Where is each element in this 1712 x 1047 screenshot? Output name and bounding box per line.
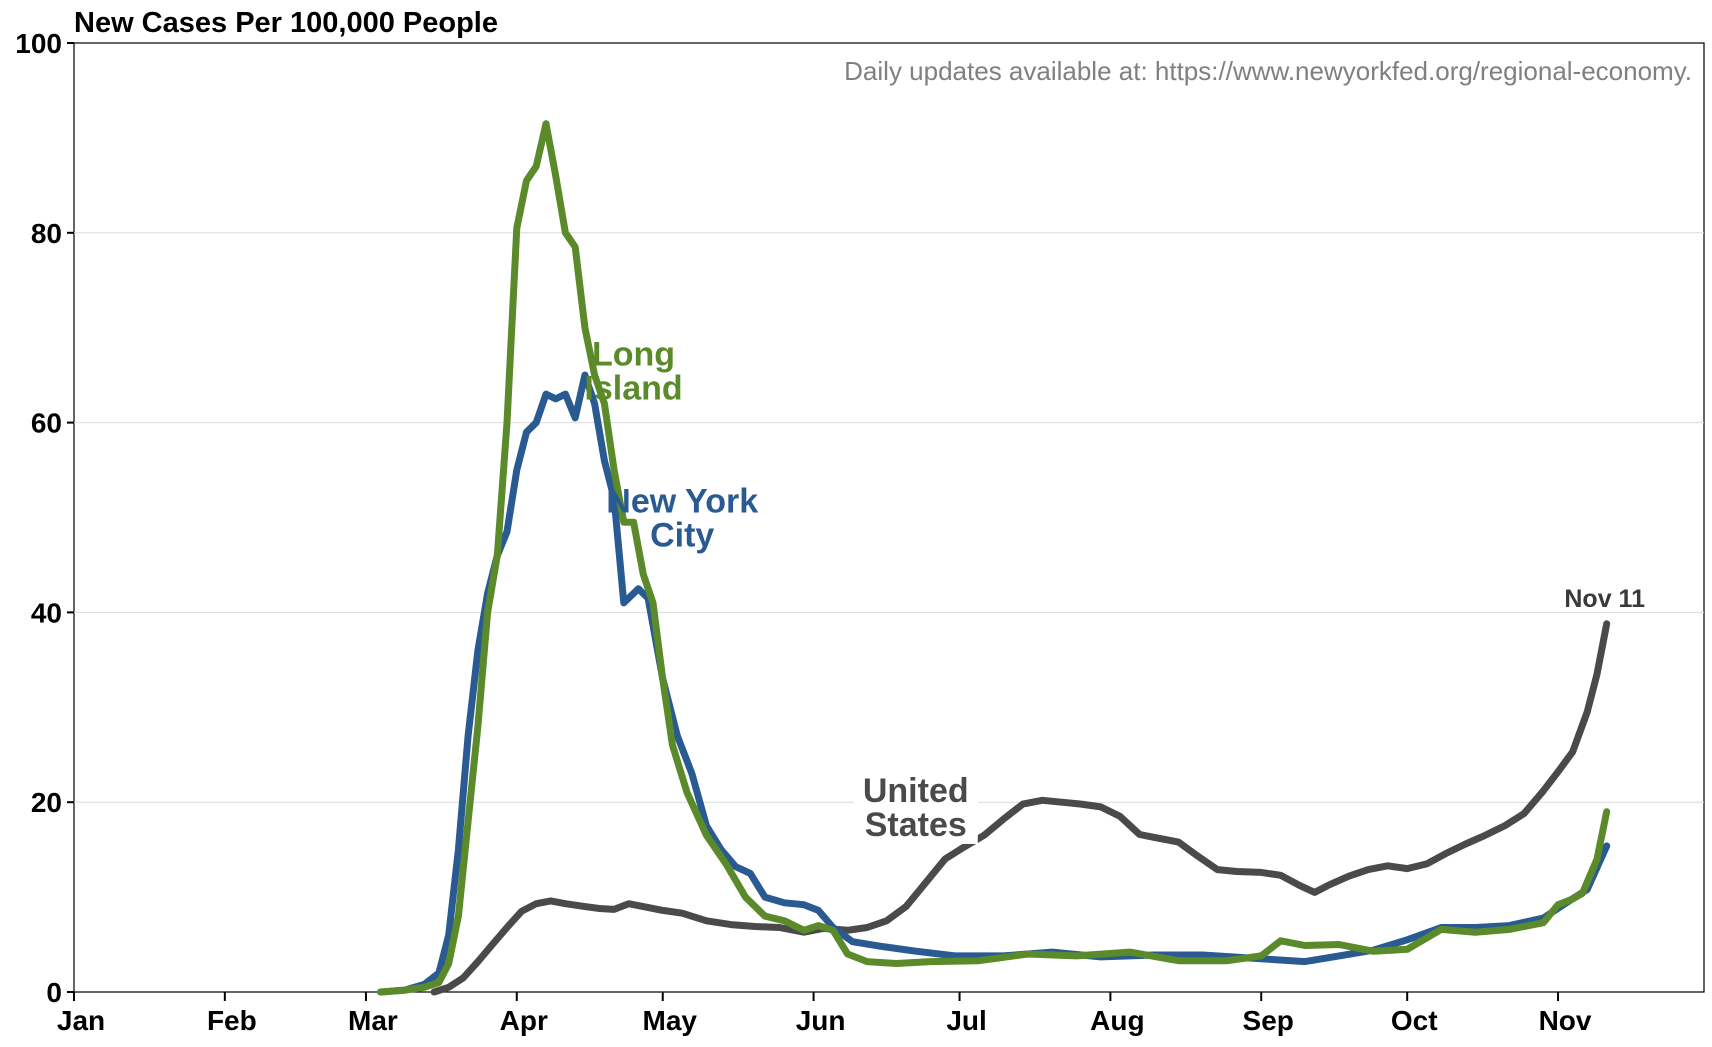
x-tick-label: Jun: [796, 1005, 846, 1036]
x-axis: Jan Feb Mar Apr May Jun Jul Aug Sep Oct Nov: [57, 992, 1592, 1036]
x-tick-label: Mar: [348, 1005, 398, 1036]
x-tick-label: Sep: [1243, 1005, 1294, 1036]
series-label-long-island: Island: [584, 369, 682, 407]
series-label-new-york-city: New York: [606, 483, 758, 521]
label-backdrop: [853, 771, 978, 810]
end-date-label: Nov 11: [1564, 585, 1645, 613]
y-tick-label: 0: [46, 977, 62, 1008]
x-tick-label: Feb: [207, 1005, 257, 1036]
x-tick-label: Apr: [500, 1005, 548, 1036]
series-label-united-states: States: [865, 806, 967, 844]
y-axis: 0 20 40 60 80 100: [15, 28, 74, 1008]
series-line-united-states: [430, 620, 1611, 996]
y-tick-label: 40: [31, 597, 62, 628]
y-tick-label: 60: [31, 408, 62, 439]
plot-frame: [73, 42, 1705, 993]
y-tick-label: 20: [31, 787, 62, 818]
series-label-united-states: United: [863, 772, 969, 810]
series-label-new-york-city: City: [650, 517, 714, 555]
series-line-long-island: [377, 120, 1611, 996]
x-tick-label: Jan: [57, 1005, 105, 1036]
label-backdrop: [853, 805, 978, 844]
series-label-long-island: Long: [592, 335, 675, 373]
x-tick-label: Oct: [1391, 1005, 1438, 1036]
y-tick-label: 100: [15, 28, 62, 59]
x-tick-label: Nov: [1539, 1005, 1592, 1036]
x-tick-label: Aug: [1090, 1005, 1144, 1036]
y-tick-label: 80: [31, 218, 62, 249]
chart-title: New Cases Per 100,000 People: [74, 7, 498, 39]
series-line-new-york-city: [377, 371, 1611, 996]
x-tick-label: May: [643, 1005, 698, 1036]
x-tick-label: Jul: [946, 1005, 986, 1036]
plot-area: [377, 120, 1611, 996]
gridlines: [73, 42, 1705, 993]
chart-note: Daily updates available at: https://www.…: [844, 56, 1692, 86]
